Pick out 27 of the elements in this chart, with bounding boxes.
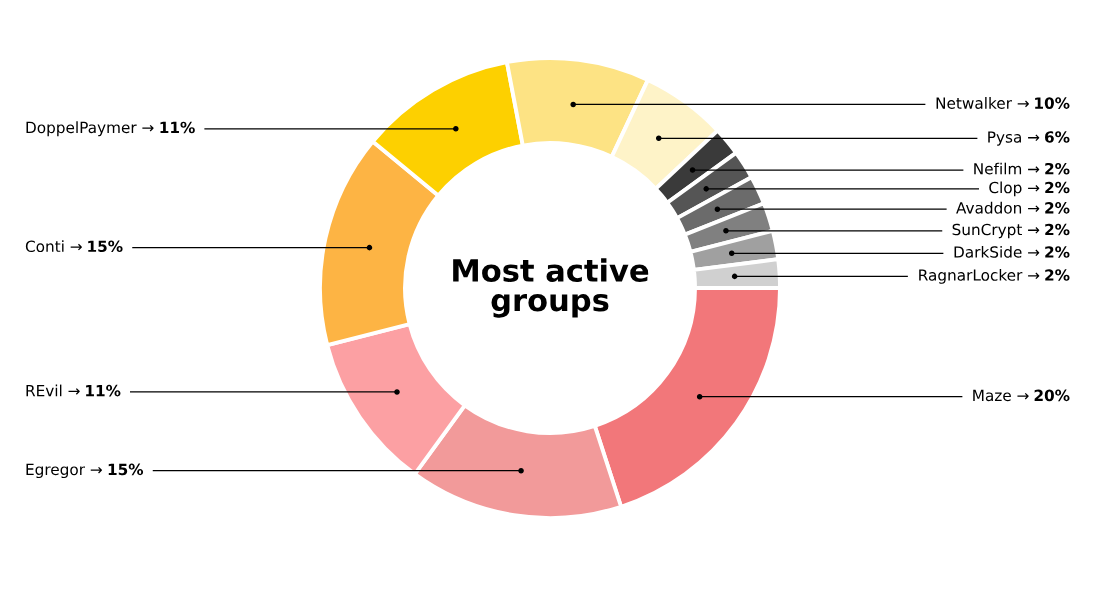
slice-label: Clop → [989, 181, 1040, 197]
data-label: 2% [1045, 181, 1070, 194]
slice-label: Avaddon → [956, 201, 1040, 214]
slice-label: Egregor → [26, 463, 102, 479]
slice-label: REvil → [26, 384, 80, 397]
data-label: 10% [1035, 97, 1070, 109]
data-label: 20% [1034, 389, 1070, 402]
slice-label: Nefilm → [974, 162, 1040, 175]
slice-label: Netwalker → [936, 97, 1029, 109]
data-label: 2% [1045, 246, 1070, 258]
data-label: 6% [1045, 131, 1070, 143]
slice-label: RagnarLocker → [919, 268, 1040, 284]
data-label: 11% [160, 121, 195, 134]
slice-label: Conti → [25, 240, 82, 253]
data-label: 15% [108, 463, 144, 476]
data-label: 15% [88, 240, 123, 253]
slice-label: DoppelPaymer → [26, 121, 154, 137]
data-label: 2% [1045, 269, 1070, 281]
slice-label: Maze → [973, 389, 1029, 402]
data-label: 2% [1045, 202, 1070, 214]
data-label: 11% [86, 384, 121, 397]
slice-label: SunCrypt → [952, 223, 1040, 239]
data-label: 2% [1045, 223, 1070, 236]
text: Most active groups [453, 258, 649, 318]
data-label: 2% [1045, 162, 1070, 175]
slice-label: DarkSide → [954, 245, 1040, 258]
slice-label: Pysa → [988, 131, 1040, 146]
